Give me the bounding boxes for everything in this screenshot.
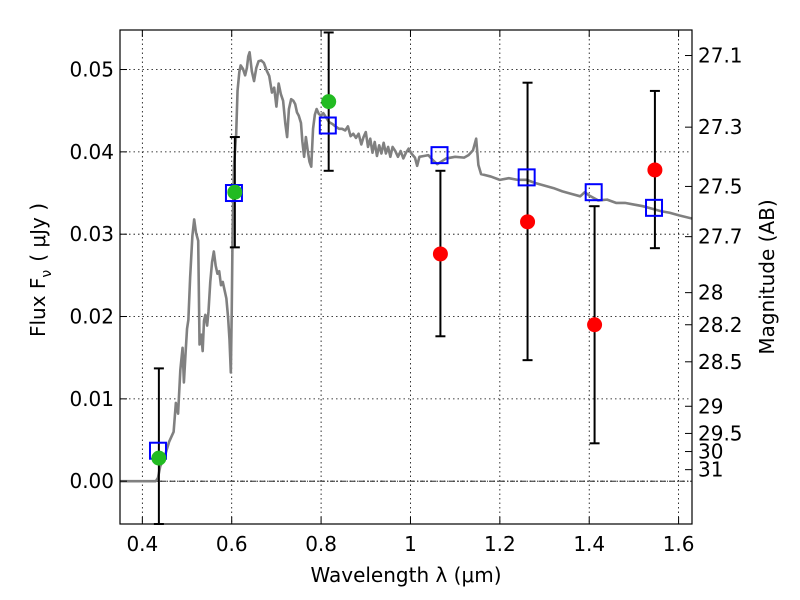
y-axis-label-subscript: ν <box>39 270 55 278</box>
observed-dot-red <box>520 214 536 230</box>
observed-dot-red <box>647 162 663 178</box>
model-flux-square <box>318 116 337 135</box>
observed-dot-red <box>432 246 448 262</box>
y2-tick-label: 27.1 <box>698 44 743 68</box>
x-tick-label: 0.4 <box>126 532 158 556</box>
y-tick-label: 0.01 <box>69 387 114 411</box>
y2-tick-label: 27.3 <box>698 115 743 139</box>
template-spectrum-line <box>120 50 692 483</box>
y2-tick-label: 31 <box>698 458 723 482</box>
model-squares <box>148 116 664 460</box>
y2-tick-label: 29.5 <box>698 421 743 445</box>
observed-dot-red <box>587 317 603 333</box>
x-tick-label: 1.2 <box>484 532 516 556</box>
x-tick-label: 0.8 <box>305 532 337 556</box>
y2-tick-label: 27.7 <box>698 225 743 249</box>
y2-tick-label: 28 <box>698 281 723 305</box>
x-axis-label: Wavelength λ (μm) <box>310 563 501 587</box>
y-tick-label: 0.02 <box>69 305 114 329</box>
x-tick-label: 1 <box>404 532 417 556</box>
y-tick-label: 0.04 <box>69 140 114 164</box>
y-tick-label: 0.00 <box>69 469 114 493</box>
plot-frame <box>119 29 693 525</box>
y-tick-label: 0.03 <box>69 222 114 246</box>
y-axis-label-unit: ( μJy ) <box>26 203 50 262</box>
grid-lines <box>120 30 692 524</box>
y2-axis-label: Magnitude (AB) <box>755 199 779 354</box>
y2-tick-label: 29 <box>698 394 723 418</box>
observed-dots <box>151 94 663 466</box>
x-tick-label: 1.4 <box>573 532 605 556</box>
axis-ticks <box>120 30 692 524</box>
observed-dot-green <box>321 94 337 110</box>
y-axis-label: Flux Fν ( μJy ) <box>26 203 55 337</box>
y-tick-labels: 0.00 0.01 0.02 0.03 0.04 0.05 <box>69 58 114 494</box>
y2-tick-label: 28.2 <box>698 313 743 337</box>
errorbars <box>153 31 660 525</box>
model-flux-square <box>584 183 603 202</box>
observed-dot-green <box>227 184 243 200</box>
model-flux-square <box>645 198 664 217</box>
x-tick-label: 0.6 <box>216 532 248 556</box>
x-tick-label: 1.6 <box>663 532 695 556</box>
observed-dot-green <box>151 450 167 466</box>
template-spectrum <box>120 50 692 483</box>
y2-tick-label: 27.5 <box>698 174 743 198</box>
model-flux-square <box>430 146 449 165</box>
y2-tick-label: 30 <box>698 440 723 464</box>
x-tick-labels: 0.4 0.6 0.8 1 1.2 1.4 1.6 <box>126 532 694 556</box>
model-flux-square <box>517 168 536 187</box>
y-tick-label: 0.05 <box>69 58 114 82</box>
y2-tick-label: 28.5 <box>698 350 743 374</box>
y-axis-label-main: Flux F <box>26 278 50 337</box>
